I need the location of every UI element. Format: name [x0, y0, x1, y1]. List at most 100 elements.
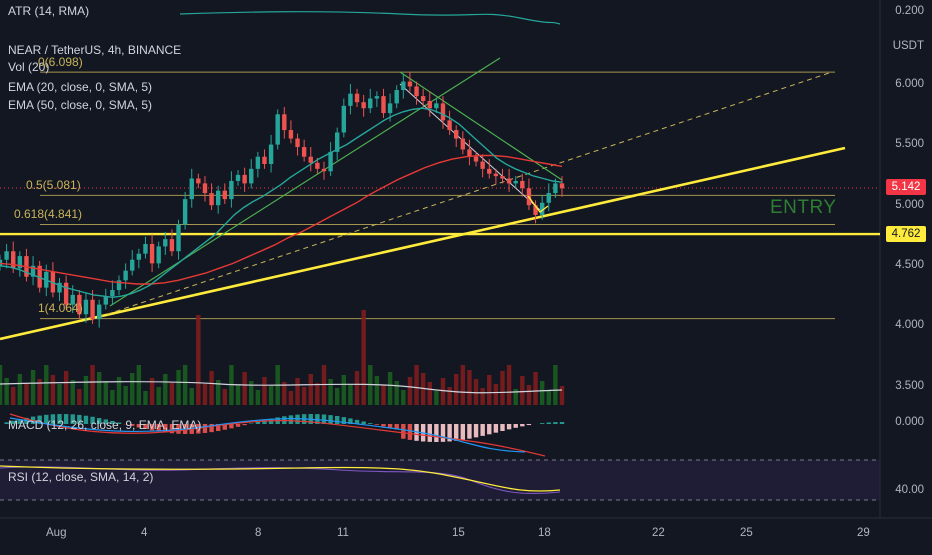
volume-bar: [130, 373, 134, 405]
support-trendline: [0, 148, 845, 339]
macd-histogram-bar: [480, 424, 484, 436]
candle-body: [328, 152, 332, 171]
macd-histogram-bar: [328, 415, 332, 424]
macd-indicator-label: MACD (12, 26, close, 9, EMA, EMA): [8, 418, 201, 432]
volume-bar: [494, 384, 498, 405]
macd-histogram-bar: [408, 424, 412, 440]
volume-bar: [256, 390, 260, 405]
dashed-trendline: [90, 72, 832, 320]
volume-bar: [434, 391, 438, 405]
candle-body: [90, 300, 94, 319]
volume-bar: [441, 378, 445, 405]
volume-bar: [123, 386, 127, 405]
volume-bar: [24, 383, 28, 405]
volume-bar: [176, 370, 180, 405]
volume-bar: [467, 370, 471, 405]
volume-bar: [355, 371, 359, 405]
candle-body: [480, 162, 484, 169]
candle-body: [143, 244, 147, 254]
price-axis-tick: 5.500: [895, 138, 924, 150]
volume-bar: [203, 384, 207, 405]
volume-bar: [190, 388, 194, 405]
macd-histogram-bar: [560, 422, 564, 424]
candle-body: [368, 99, 372, 109]
fib-label-0-618: 0.618(4.841): [14, 207, 82, 221]
volume-bar: [401, 390, 405, 405]
volume-bar: [408, 377, 412, 405]
candle-body: [434, 103, 438, 108]
macd-axis-tick: 0.000: [895, 416, 924, 428]
candle-body: [156, 246, 160, 263]
candle-body: [342, 106, 346, 133]
macd-histogram-bar: [381, 424, 385, 426]
macd-histogram-bar: [428, 424, 432, 442]
macd-histogram-bar: [322, 414, 326, 424]
volume-bar: [64, 371, 68, 405]
volume-bar: [480, 388, 484, 405]
macd-histogram-bar: [256, 422, 260, 424]
candle-body: [494, 174, 498, 176]
volume-bar: [388, 372, 392, 405]
macd-histogram-bar: [203, 424, 207, 433]
volume-bar: [520, 376, 524, 405]
ema20-indicator-label: EMA (20, close, 0, SMA, 5): [8, 80, 152, 94]
candle-body: [262, 157, 266, 164]
macd-histogram-bar: [361, 421, 365, 424]
volume-bar: [143, 391, 147, 405]
macd-histogram-bar: [401, 424, 405, 439]
macd-histogram-bar: [494, 424, 498, 433]
macd-histogram-bar: [461, 424, 465, 440]
candle-body: [196, 179, 200, 184]
price-axis-unit: USDT: [893, 40, 924, 52]
candle-body: [361, 102, 365, 108]
candle-body: [163, 239, 167, 246]
volume-bar: [309, 374, 313, 405]
candle-body: [514, 181, 518, 183]
volume-bar: [454, 374, 458, 405]
macd-histogram-bar: [375, 424, 379, 425]
candle-body: [183, 199, 187, 224]
macd-histogram-bar: [474, 424, 478, 437]
candle-body: [355, 94, 359, 102]
macd-histogram-bar: [441, 424, 445, 442]
candle-body: [447, 120, 451, 130]
time-axis-tick: 22: [652, 527, 665, 539]
volume-bar: [461, 365, 465, 405]
candle-body: [110, 290, 114, 296]
candle-body: [454, 130, 458, 138]
candle-body: [315, 163, 319, 169]
candle-body: [150, 244, 154, 263]
volume-bar: [44, 365, 48, 405]
rsi-axis-tick: 40.00: [895, 484, 924, 496]
price-axis-tick: 4.500: [895, 259, 924, 271]
volume-bar: [553, 365, 557, 405]
volume-bar: [97, 372, 101, 405]
candle-body: [4, 251, 8, 259]
candle-body: [11, 251, 15, 268]
candle-body: [507, 179, 511, 184]
macd-histogram-bar: [467, 424, 471, 439]
candle-body: [130, 260, 134, 271]
time-axis-tick: 18: [538, 527, 551, 539]
volume-bar: [84, 376, 88, 405]
volume-bar: [31, 370, 35, 405]
candle-body: [348, 94, 352, 106]
volume-bar: [295, 378, 299, 405]
volume-bar: [447, 387, 451, 405]
atr-indicator-label: ATR (14, RMA): [8, 4, 89, 18]
ema50-indicator-label: EMA (50, close, 0, SMA, 5): [8, 98, 152, 112]
fib-label-0: 0(6.098): [38, 55, 83, 69]
candle-body: [275, 114, 279, 144]
candle-body: [401, 82, 405, 90]
macd-histogram-bar: [553, 422, 557, 424]
volume-bar: [289, 391, 293, 405]
macd-histogram-bar: [454, 424, 458, 441]
candle-body: [249, 169, 253, 184]
volume-bar: [533, 372, 537, 405]
candle-body: [84, 300, 88, 315]
macd-histogram-bar: [289, 415, 293, 424]
macd-histogram-bar: [520, 424, 524, 426]
volume-bar: [381, 385, 385, 405]
volume-bar: [302, 387, 306, 405]
macd-histogram-bar: [242, 424, 246, 425]
